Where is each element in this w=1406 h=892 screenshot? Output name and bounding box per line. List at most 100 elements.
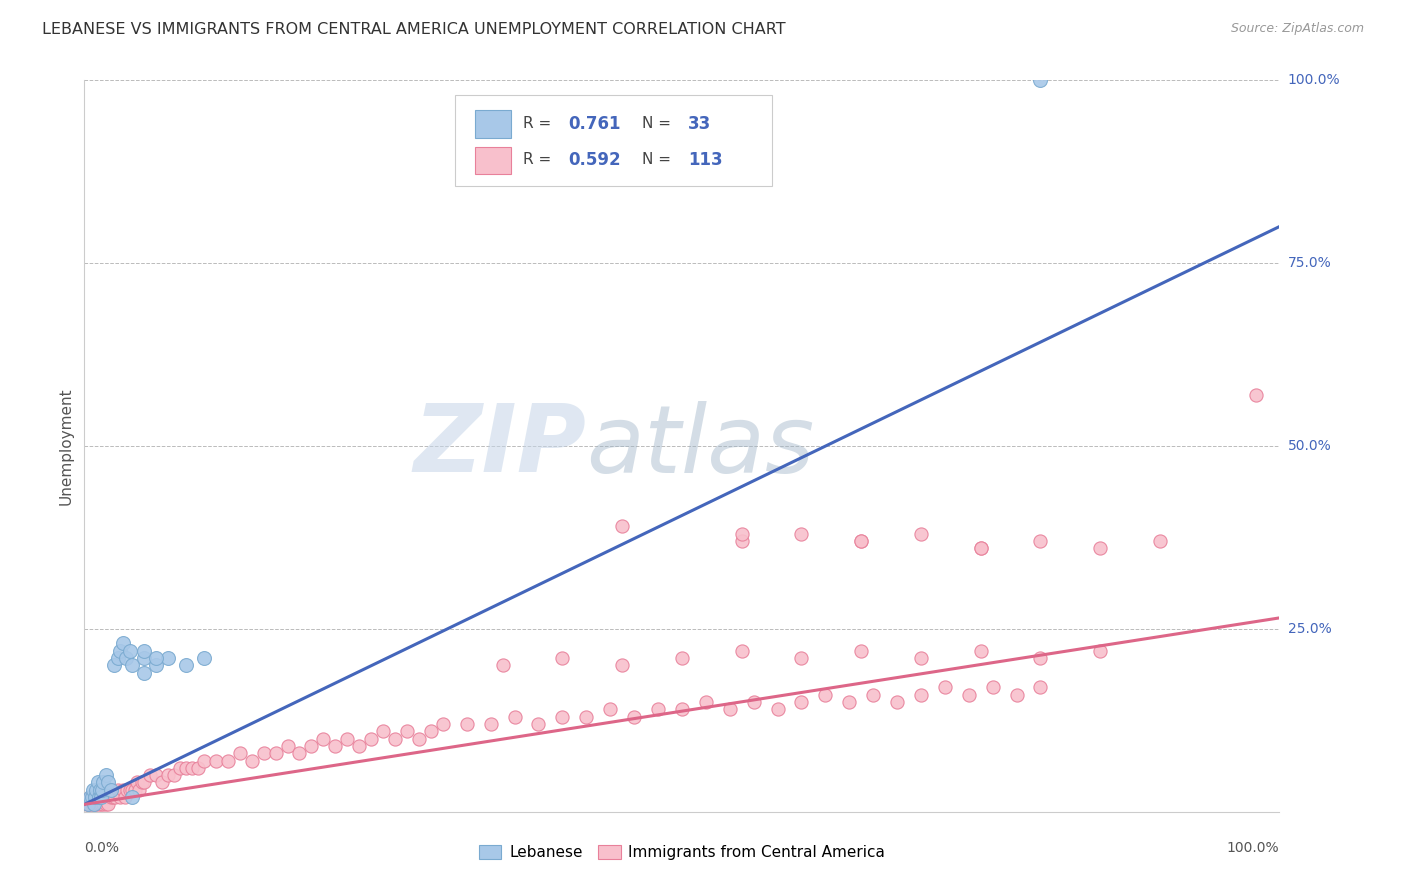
Point	[131, 775, 153, 789]
Point	[910, 688, 932, 702]
Point	[1029, 73, 1052, 87]
Text: N =: N =	[643, 116, 676, 131]
Point	[253, 746, 276, 760]
Point	[121, 790, 143, 805]
Point	[157, 768, 180, 782]
Point	[408, 731, 430, 746]
Text: 0.592: 0.592	[568, 151, 621, 169]
Text: 100.0%: 100.0%	[1227, 841, 1279, 855]
Point	[101, 790, 124, 805]
Point	[97, 797, 120, 812]
Text: 33: 33	[688, 115, 711, 133]
Point	[181, 761, 204, 775]
Point	[503, 709, 526, 723]
Point	[575, 709, 598, 723]
Text: 113: 113	[688, 151, 723, 169]
Point	[91, 790, 114, 805]
Point	[187, 761, 209, 775]
Point	[90, 790, 112, 805]
Point	[432, 717, 454, 731]
Point	[1005, 688, 1028, 702]
Text: N =: N =	[643, 153, 676, 168]
Text: 25.0%: 25.0%	[1288, 622, 1331, 636]
Point	[766, 702, 789, 716]
Text: 50.0%: 50.0%	[1288, 439, 1331, 453]
Point	[277, 739, 299, 753]
Point	[145, 658, 167, 673]
Point	[612, 519, 634, 533]
Text: 0.761: 0.761	[568, 115, 621, 133]
Point	[384, 731, 406, 746]
Point	[80, 797, 103, 812]
Point	[492, 658, 515, 673]
Point	[103, 658, 125, 673]
Point	[93, 775, 115, 789]
Point	[1029, 681, 1052, 695]
Point	[312, 731, 335, 746]
Point	[93, 797, 115, 812]
Point	[1244, 388, 1267, 402]
Point	[111, 782, 134, 797]
Point	[1029, 534, 1052, 549]
Point	[121, 782, 143, 797]
Text: R =: R =	[523, 153, 557, 168]
Point	[718, 702, 741, 716]
Point	[695, 695, 717, 709]
Y-axis label: Unemployment: Unemployment	[58, 387, 73, 505]
Point	[288, 746, 311, 760]
Point	[84, 790, 107, 805]
Point	[336, 731, 359, 746]
Point	[94, 797, 117, 812]
Point	[77, 797, 100, 812]
Point	[981, 681, 1004, 695]
Point	[150, 775, 173, 789]
Point	[838, 695, 860, 709]
Point	[527, 717, 550, 731]
Point	[970, 541, 993, 556]
Point	[91, 782, 114, 797]
Text: LEBANESE VS IMMIGRANTS FROM CENTRAL AMERICA UNEMPLOYMENT CORRELATION CHART: LEBANESE VS IMMIGRANTS FROM CENTRAL AMER…	[42, 22, 786, 37]
Point	[264, 746, 287, 760]
Point	[104, 790, 127, 805]
Point	[193, 651, 215, 665]
Point	[623, 709, 645, 723]
Point	[970, 644, 993, 658]
Point	[107, 651, 129, 665]
Point	[731, 534, 754, 549]
Point	[124, 782, 146, 797]
Point	[125, 775, 148, 789]
Point	[79, 790, 101, 805]
Point	[551, 651, 574, 665]
Point	[76, 797, 98, 812]
Point	[94, 768, 117, 782]
Point	[163, 768, 186, 782]
Text: atlas: atlas	[586, 401, 814, 491]
Point	[89, 782, 111, 797]
Point	[117, 782, 139, 797]
Point	[790, 526, 813, 541]
Text: ZIP: ZIP	[413, 400, 586, 492]
Point	[862, 688, 884, 702]
Point	[851, 534, 873, 549]
Point	[139, 768, 162, 782]
Point	[118, 644, 141, 658]
Text: Source: ZipAtlas.com: Source: ZipAtlas.com	[1230, 22, 1364, 36]
Point	[456, 717, 478, 731]
Point	[83, 797, 105, 812]
Point	[910, 651, 932, 665]
Point	[174, 761, 197, 775]
Point	[731, 644, 754, 658]
Point	[229, 746, 252, 760]
Point	[84, 797, 107, 812]
Point	[77, 797, 100, 812]
Point	[132, 651, 156, 665]
Point	[325, 739, 347, 753]
Point	[174, 658, 197, 673]
FancyBboxPatch shape	[456, 95, 772, 186]
Text: R =: R =	[523, 116, 557, 131]
Point	[599, 702, 621, 716]
Text: 0.0%: 0.0%	[84, 841, 120, 855]
Point	[110, 644, 132, 658]
Point	[97, 775, 120, 789]
Point	[87, 790, 110, 805]
